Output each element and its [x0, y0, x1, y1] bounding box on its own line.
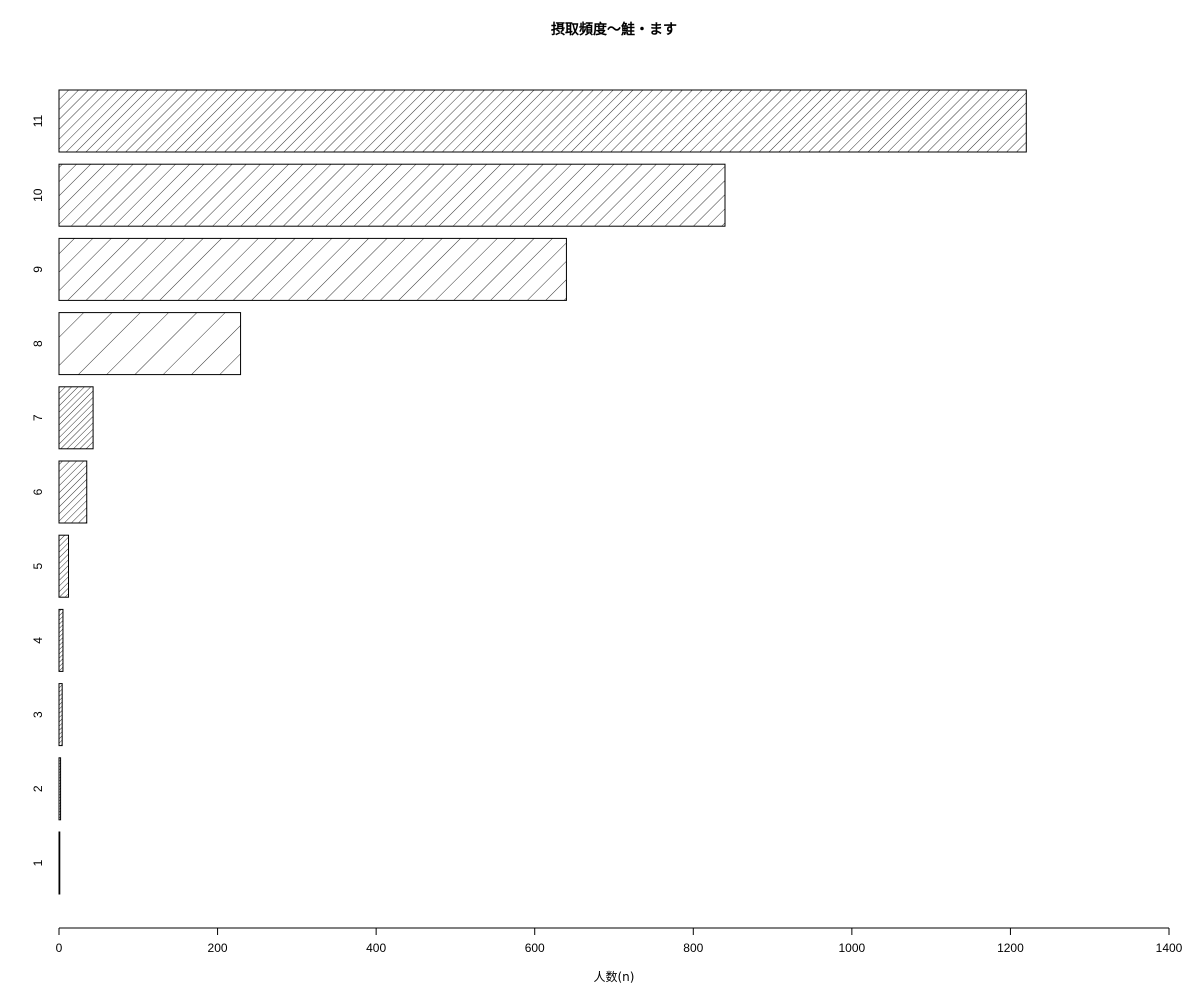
- bar-6: [58, 460, 88, 524]
- y-axis: 1 2 3 4 5 6 7 8 9 10 11: [31, 114, 45, 866]
- chart-title: 摂取頻度〜鮭・ます: [551, 21, 677, 38]
- y-tick-label-3: 3: [31, 711, 45, 718]
- y-tick-label-11: 11: [31, 114, 45, 127]
- y-tick-label-5: 5: [31, 563, 45, 570]
- x-axis-title: 人数(n): [594, 969, 635, 984]
- y-tick-label-4: 4: [31, 637, 45, 644]
- x-axis: 0 200 400 600 800 1000 1200 1400: [56, 927, 1183, 955]
- y-tick-label-9: 9: [31, 266, 45, 273]
- y-tick-label-10: 10: [31, 188, 45, 202]
- bars-group: [58, 89, 1027, 895]
- y-tick-label-8: 8: [31, 340, 45, 347]
- x-tick-label-0: 0: [56, 941, 63, 955]
- x-tick-label-400: 400: [366, 941, 386, 955]
- x-tick-label-200: 200: [208, 941, 228, 955]
- bar-5: [58, 534, 70, 598]
- bar-7: [58, 386, 94, 450]
- x-tick-label-1000: 1000: [839, 941, 866, 955]
- y-tick-label-6: 6: [31, 488, 45, 495]
- bar-2: [58, 757, 62, 821]
- bar-1: [58, 831, 61, 895]
- bar-4: [58, 608, 64, 672]
- y-tick-label-7: 7: [31, 414, 45, 421]
- y-tick-label-1: 1: [31, 859, 45, 866]
- bar-3: [58, 683, 63, 747]
- y-tick-label-2: 2: [31, 785, 45, 792]
- x-tick-label-800: 800: [683, 941, 703, 955]
- bar-8: [58, 312, 242, 376]
- x-tick-label-600: 600: [525, 941, 545, 955]
- x-tick-label-1200: 1200: [997, 941, 1024, 955]
- bar-9: [58, 237, 567, 301]
- bar-11: [58, 89, 1027, 153]
- bar-10: [58, 163, 726, 227]
- x-tick-label-1400: 1400: [1156, 941, 1183, 955]
